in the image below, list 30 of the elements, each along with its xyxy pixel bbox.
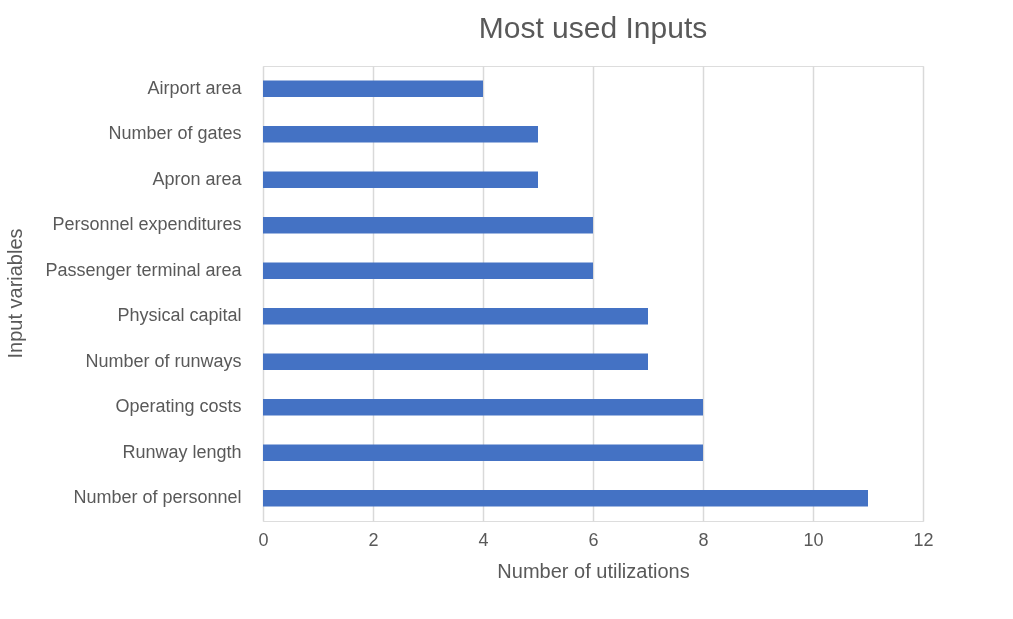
y-tick-label: Number of gates (108, 123, 242, 144)
bar (263, 262, 593, 279)
x-tick-label: 2 (368, 529, 379, 550)
y-tick-label: Runway length (122, 441, 242, 462)
bar (263, 444, 703, 461)
x-tick-label: 0 (258, 529, 269, 550)
chart-title: Most used Inputs (478, 11, 708, 44)
bar (263, 399, 703, 416)
bar (263, 490, 868, 507)
x-tick-label: 4 (478, 529, 489, 550)
y-tick-label: Passenger terminal area (45, 259, 243, 280)
bar (263, 171, 538, 188)
y-tick-label: Personnel expenditures (52, 214, 242, 235)
y-tick-label: Apron area (152, 168, 243, 189)
y-tick-label: Physical capital (117, 305, 242, 326)
x-tick-label: 12 (913, 529, 934, 550)
y-tick-label: Operating costs (115, 396, 242, 417)
y-tick-label: Number of personnel (73, 487, 242, 508)
y-tick-label: Airport area (147, 77, 243, 98)
y-axis-title: Input variables (3, 228, 26, 359)
y-tick-label: Number of runways (85, 350, 242, 371)
x-tick-label: 8 (698, 529, 709, 550)
bar (263, 217, 593, 234)
bar (263, 126, 538, 143)
x-axis-title: Number of utilizations (497, 559, 690, 582)
bar (263, 308, 648, 325)
bar (263, 80, 483, 97)
bar (263, 353, 648, 370)
x-tick-label: 10 (803, 529, 824, 550)
x-tick-label: 6 (588, 529, 599, 550)
